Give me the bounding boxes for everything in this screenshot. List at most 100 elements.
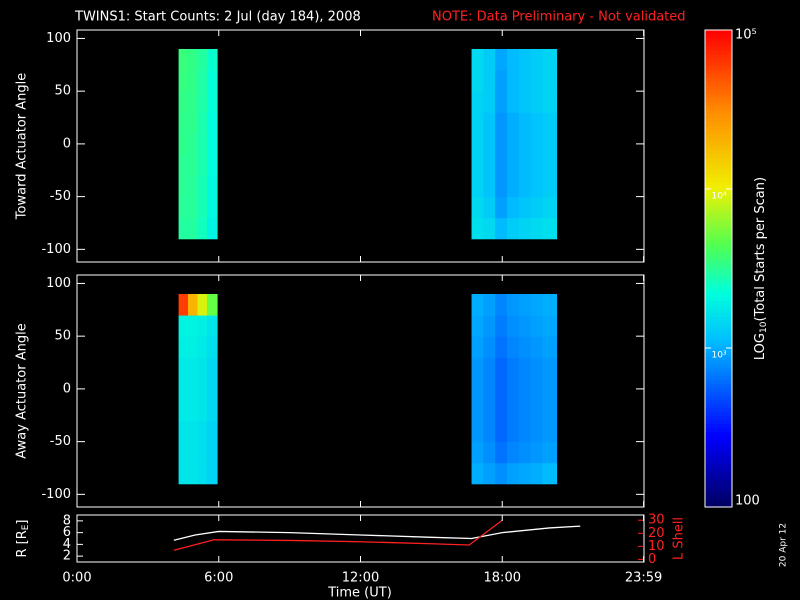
colorbar-segment [705,415,732,421]
y-tick-label: 50 [54,329,71,344]
colorbar-frame [704,29,733,508]
colorbar-segment [705,216,732,222]
colorbar-segment [705,177,732,182]
colorbar-segment [705,304,732,309]
spectrogram-cell [506,196,520,219]
colorbar-segment [705,109,732,115]
label-part: E [21,524,31,530]
spectrogram-cell [518,154,532,177]
spectrogram-cell [530,217,543,240]
orbit-line [173,519,503,551]
colorbar-segment [705,192,732,198]
spectrogram-cell [495,315,508,337]
colorbar-segment [705,93,732,99]
colorbar-segment [705,483,732,488]
plot-frame [76,29,645,263]
spectrogram-cell [178,420,189,443]
colorbar-segment [705,280,732,285]
colorbar-segment [705,105,732,111]
spectrogram-cell [518,217,532,240]
spectrogram-cell [206,175,218,198]
spectrogram-cell [206,293,218,316]
spectrogram-cell [483,293,496,316]
colorbar-segment [705,224,732,230]
colorbar-segment [705,459,732,464]
spectrogram-cell [518,336,532,358]
colorbar-segment [705,208,732,214]
colorbar-segment [705,157,732,162]
spectrogram-cell [542,336,558,358]
colorbar-segment [705,375,732,381]
spectrogram-cell [188,70,198,92]
spectrogram-cell [530,112,543,134]
spectrogram-cell [495,441,508,464]
y-tick-label: 6 [63,525,71,540]
colorbar-segment [705,292,732,297]
colorbar-segment [705,189,732,194]
colorbar-segment [705,69,732,75]
colorbar-segment [705,463,732,468]
spectrogram-cell [506,420,520,443]
colorbar-segment [705,355,732,361]
spectrogram-cell [188,336,198,358]
spectrogram-cell [506,175,520,198]
colorbar-segment [705,300,732,305]
colorbar-segment [705,81,732,87]
colorbar-segment [705,387,732,393]
colorbar-segment [705,240,732,246]
spectrogram-cell [197,175,208,198]
spectrogram-cell [530,175,543,198]
colorbar-segment [705,427,732,433]
colorbar-segment [705,471,732,476]
spectrogram-cell [518,91,532,113]
colorbar-segment [705,196,732,202]
colorbar-segment [705,77,732,83]
colorbar-segment [705,399,732,405]
colorbar-segment [705,236,732,242]
label-part: 10 [759,321,769,333]
colorbar-segment [705,260,732,266]
y-axis-label: R [RE] [15,519,31,557]
spectrogram-cell [542,175,558,198]
spectrogram-cell [206,357,218,379]
spectrogram-cell [206,399,218,422]
x-axis-label: Time (UT) [327,586,392,600]
colorbar-segment [705,141,732,146]
colorbar-segment [705,276,732,282]
y-axis-label: Toward Actuator Angle [15,73,30,220]
spectrogram-cell [542,462,558,485]
spectrogram-cell [471,112,484,134]
spectrogram-cell [178,399,189,422]
spectrogram-cell [197,357,208,379]
spectrogram-cell [542,357,558,379]
y-tick-label: 4 [63,537,71,552]
spectrogram-cell [178,315,189,337]
orbit-line [173,525,581,541]
colorbar-segment [705,312,732,317]
spectrogram-cell [178,154,189,177]
spectrogram-cell [206,48,218,71]
y2-axis-label: L Shell [672,517,687,560]
spectrogram-cell [206,420,218,443]
spectrogram-cell [530,196,543,219]
colorbar-segment [705,332,732,337]
spectrogram-cell [530,399,543,422]
spectrogram-cell [518,462,532,485]
spectrogram-cell [206,133,218,155]
spectrogram-cell [178,48,189,71]
colorbar-segment [705,447,732,452]
spectrogram-cell [178,175,189,198]
colorbar-segment [705,475,732,480]
spectrogram-cell [471,399,484,422]
spectrogram-cell [178,462,189,485]
spectrogram-cell [483,378,496,400]
y-tick-label: 100 [46,276,71,291]
spectrogram-cell [178,70,189,92]
colorbar-segment [705,348,732,353]
x-tick-label: 12:00 [342,571,379,586]
y-tick-label: 2 [63,549,71,564]
spectrogram-cell [495,133,508,155]
chart-title: TWINS1: Start Counts: 2 Jul (day 184), 2… [74,10,361,25]
colorbar-segment [705,45,732,51]
